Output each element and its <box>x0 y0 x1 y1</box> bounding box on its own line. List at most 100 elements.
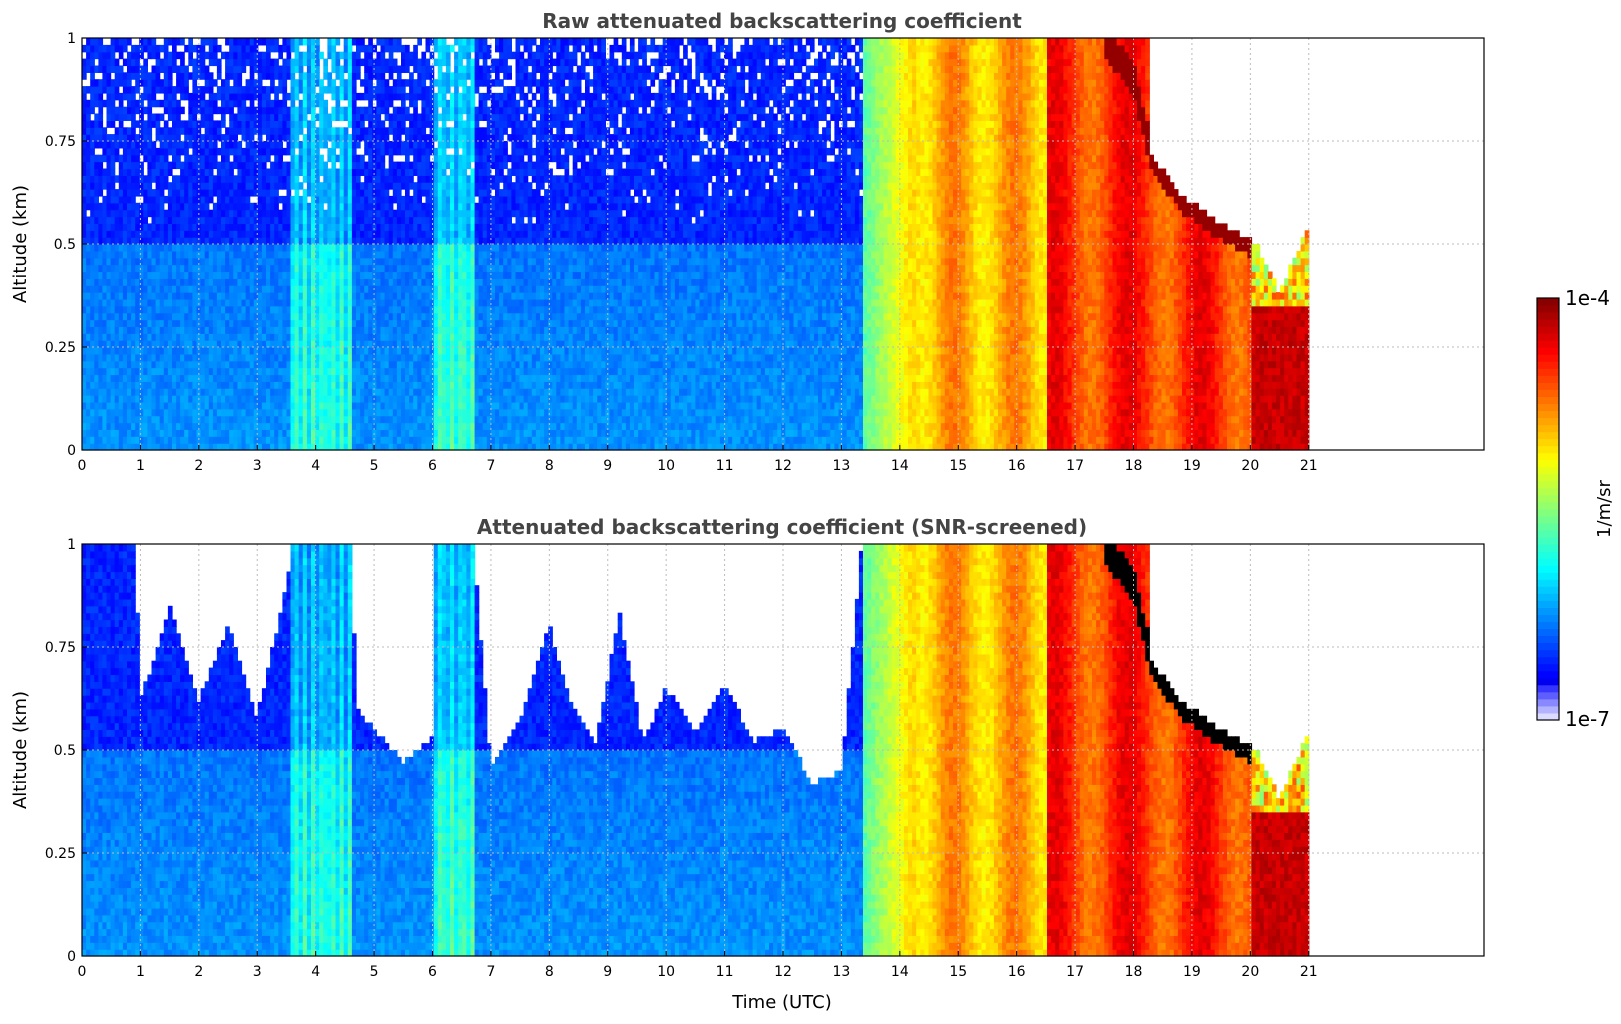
heatmap-cell <box>270 299 275 306</box>
heatmap-cell <box>94 285 99 292</box>
heatmap-cell <box>295 340 300 347</box>
heatmap-cell <box>180 59 185 66</box>
heatmap-cell <box>311 436 316 443</box>
heatmap-cell <box>282 86 287 93</box>
heatmap-cell <box>344 66 349 73</box>
heatmap-cell <box>192 196 197 203</box>
heatmap-cell <box>307 292 312 299</box>
heatmap-cell <box>147 175 152 182</box>
heatmap-cell <box>135 162 140 169</box>
heatmap-cell <box>311 93 316 100</box>
heatmap-cell <box>201 409 206 416</box>
heatmap-cell <box>311 223 316 230</box>
heatmap-cell <box>119 45 124 52</box>
heatmap-cell <box>94 313 99 320</box>
heatmap-cell <box>98 416 103 423</box>
heatmap-cell <box>319 141 324 148</box>
heatmap-cell <box>319 388 324 395</box>
heatmap-cell <box>180 107 185 114</box>
heatmap-cell <box>98 340 103 347</box>
heatmap-cell <box>278 86 283 93</box>
heatmap-cell <box>111 217 116 224</box>
heatmap-cell <box>94 127 99 134</box>
heatmap-cell <box>139 127 144 134</box>
heatmap-cell <box>303 306 308 313</box>
heatmap-cell <box>135 210 140 217</box>
heatmap-cell <box>254 79 259 86</box>
heatmap-cell <box>331 189 336 196</box>
heatmap-cell <box>127 299 132 306</box>
heatmap-cell <box>82 93 87 100</box>
heatmap-cell <box>127 368 132 375</box>
heatmap-cell <box>147 388 152 395</box>
heatmap-cell <box>123 313 128 320</box>
heatmap-cell <box>213 395 218 402</box>
heatmap-cell <box>225 333 230 340</box>
heatmap-cell <box>123 72 128 79</box>
heatmap-cell <box>119 237 124 244</box>
heatmap-cell <box>274 120 279 127</box>
heatmap-cell <box>201 107 206 114</box>
heatmap-cell <box>250 251 255 258</box>
heatmap-cell <box>156 127 161 134</box>
heatmap-cell <box>299 361 304 368</box>
heatmap-cell <box>131 306 136 313</box>
heatmap-cell <box>143 38 148 45</box>
heatmap-cell <box>82 347 87 354</box>
heatmap-cell <box>242 347 247 354</box>
heatmap-cell <box>160 141 165 148</box>
heatmap-cell <box>282 416 287 423</box>
heatmap-cell <box>319 114 324 121</box>
heatmap-cell <box>270 388 275 395</box>
heatmap-cell <box>262 278 267 285</box>
heatmap-cell <box>327 265 332 272</box>
heatmap-cell <box>160 409 165 416</box>
heatmap-cell <box>233 320 238 327</box>
heatmap-cell <box>282 203 287 210</box>
heatmap-cell <box>291 107 296 114</box>
heatmap-cell <box>295 120 300 127</box>
heatmap-cell <box>319 340 324 347</box>
heatmap-cell <box>201 395 206 402</box>
heatmap-cell <box>152 114 157 121</box>
heatmap-cell <box>205 162 210 169</box>
heatmap-cell <box>246 395 251 402</box>
heatmap-cell <box>364 395 369 402</box>
heatmap-cell <box>82 230 87 237</box>
heatmap-cell <box>221 251 226 258</box>
heatmap-cell <box>356 272 361 279</box>
heatmap-cell <box>352 141 357 148</box>
heatmap-cell <box>119 155 124 162</box>
heatmap-cell <box>127 278 132 285</box>
heatmap-cell <box>139 38 144 45</box>
heatmap-cell <box>213 134 218 141</box>
heatmap-cell <box>323 381 328 388</box>
heatmap-cell <box>164 217 169 224</box>
heatmap-cell <box>282 299 287 306</box>
heatmap-cell <box>176 210 181 217</box>
heatmap-cell <box>287 313 292 320</box>
heatmap-cell <box>180 326 185 333</box>
heatmap-cell <box>160 244 165 251</box>
heatmap-cell <box>115 38 120 45</box>
heatmap-cell <box>160 79 165 86</box>
heatmap-cell <box>156 203 161 210</box>
heatmap-cell <box>168 203 173 210</box>
heatmap-cell <box>266 340 271 347</box>
heatmap-cell <box>360 299 365 306</box>
heatmap-cell <box>295 388 300 395</box>
heatmap-cell <box>250 223 255 230</box>
heatmap-cell <box>156 272 161 279</box>
heatmap-cell <box>139 333 144 340</box>
heatmap-cell <box>111 416 116 423</box>
heatmap-cell <box>176 127 181 134</box>
heatmap-cell <box>364 189 369 196</box>
heatmap-cell <box>270 86 275 93</box>
heatmap-cell <box>176 436 181 443</box>
heatmap-cell <box>278 320 283 327</box>
heatmap-cell <box>184 210 189 217</box>
heatmap-cell <box>127 423 132 430</box>
heatmap-cell <box>323 326 328 333</box>
heatmap-cell <box>299 402 304 409</box>
heatmap-cell <box>307 251 312 258</box>
